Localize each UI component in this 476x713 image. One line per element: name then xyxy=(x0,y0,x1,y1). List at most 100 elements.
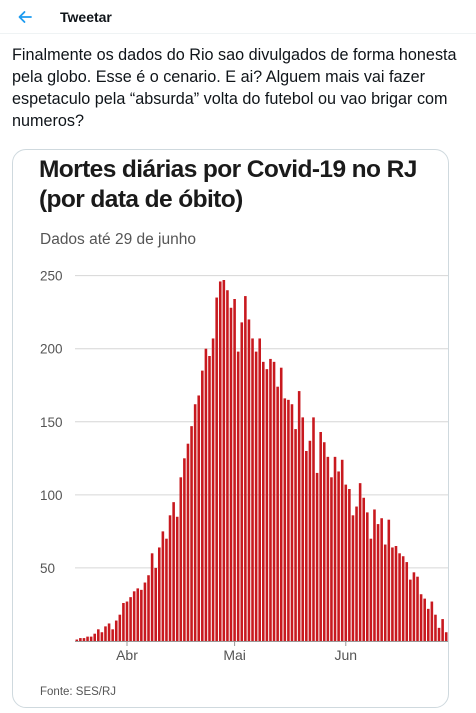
chart-subtitle: Dados até 29 de junho xyxy=(40,231,196,248)
bar xyxy=(157,547,161,641)
bar xyxy=(398,553,401,641)
bar xyxy=(175,516,179,641)
bar xyxy=(111,629,114,641)
bar xyxy=(444,632,448,641)
bar xyxy=(387,519,391,641)
tweet-image-card[interactable]: Mortes diárias por Covid-19 no RJ (por d… xyxy=(12,149,449,708)
bar xyxy=(240,322,244,641)
y-tick-label: 50 xyxy=(40,561,55,576)
bar xyxy=(140,589,143,641)
bar xyxy=(208,356,211,641)
bar xyxy=(376,524,380,641)
tweet-text: Finalmente os dados do Rio sao divulgado… xyxy=(12,46,457,130)
bar xyxy=(193,404,197,641)
bar xyxy=(265,369,269,641)
bar xyxy=(129,597,132,641)
chart-title: Mortes diárias por Covid-19 no RJ (por d… xyxy=(39,156,417,213)
bar xyxy=(226,290,229,641)
bar xyxy=(75,639,79,641)
bar xyxy=(373,509,376,641)
bar xyxy=(344,484,348,641)
bar xyxy=(215,297,218,641)
bar xyxy=(197,395,201,641)
bar xyxy=(236,351,240,641)
bar xyxy=(383,544,387,641)
bar xyxy=(301,417,305,641)
bar xyxy=(279,367,283,641)
bar xyxy=(276,386,279,641)
bar xyxy=(179,477,183,641)
bar xyxy=(161,531,165,641)
bar xyxy=(93,633,97,641)
arrow-left-icon xyxy=(18,11,32,23)
bar xyxy=(437,627,441,641)
bar xyxy=(143,582,147,641)
bar xyxy=(218,281,222,641)
bar xyxy=(211,338,215,641)
bar xyxy=(380,518,383,641)
bar xyxy=(251,338,254,641)
bar xyxy=(204,348,208,641)
bar xyxy=(351,515,355,641)
bar xyxy=(262,361,265,641)
bar xyxy=(412,572,416,641)
y-tick-label: 250 xyxy=(40,269,63,284)
bar xyxy=(272,361,276,641)
bar xyxy=(165,538,168,641)
x-tick-label: Mai xyxy=(223,647,246,663)
bar xyxy=(89,636,93,641)
y-tick-label: 200 xyxy=(40,342,63,357)
x-tick-label: Jun xyxy=(334,647,357,663)
bar xyxy=(100,632,104,641)
bar xyxy=(136,588,140,641)
chart-source: Fonte: SES/RJ xyxy=(40,686,117,698)
bar xyxy=(366,512,369,641)
bar xyxy=(168,515,172,641)
bar xyxy=(229,307,233,641)
bar xyxy=(118,614,122,641)
bar xyxy=(308,440,312,641)
bar xyxy=(426,608,430,641)
bar xyxy=(322,442,326,641)
bar xyxy=(355,506,358,641)
bar xyxy=(172,502,175,641)
bar xyxy=(333,456,337,641)
bar xyxy=(233,299,236,641)
bar xyxy=(258,338,261,641)
bar xyxy=(97,629,100,641)
bar xyxy=(290,404,294,641)
bar xyxy=(391,547,394,641)
bar xyxy=(150,553,154,641)
bar xyxy=(201,370,204,641)
bar xyxy=(222,280,226,641)
bar xyxy=(362,497,366,641)
bar xyxy=(283,398,287,641)
bar xyxy=(330,477,333,641)
bar xyxy=(430,601,434,641)
bar xyxy=(86,636,89,641)
bar xyxy=(419,594,423,641)
bar xyxy=(358,483,362,641)
bar xyxy=(297,391,301,641)
bar xyxy=(423,598,426,641)
bar xyxy=(104,626,107,641)
x-tick-label: Abr xyxy=(116,647,138,663)
bar xyxy=(107,623,111,641)
bar xyxy=(369,538,373,641)
bar xyxy=(244,296,247,641)
bar xyxy=(434,614,437,641)
back-button[interactable] xyxy=(12,4,38,30)
bar xyxy=(312,417,315,641)
bar xyxy=(183,458,186,641)
bar xyxy=(305,451,308,641)
bar xyxy=(401,556,405,641)
y-tick-label: 100 xyxy=(40,488,63,503)
top-bar: Tweetar xyxy=(0,0,476,34)
bar xyxy=(348,489,351,641)
bar xyxy=(154,567,157,641)
bar xyxy=(394,546,398,641)
bar xyxy=(405,562,409,641)
bar xyxy=(315,472,319,641)
bar xyxy=(190,426,193,641)
bar xyxy=(147,575,150,641)
